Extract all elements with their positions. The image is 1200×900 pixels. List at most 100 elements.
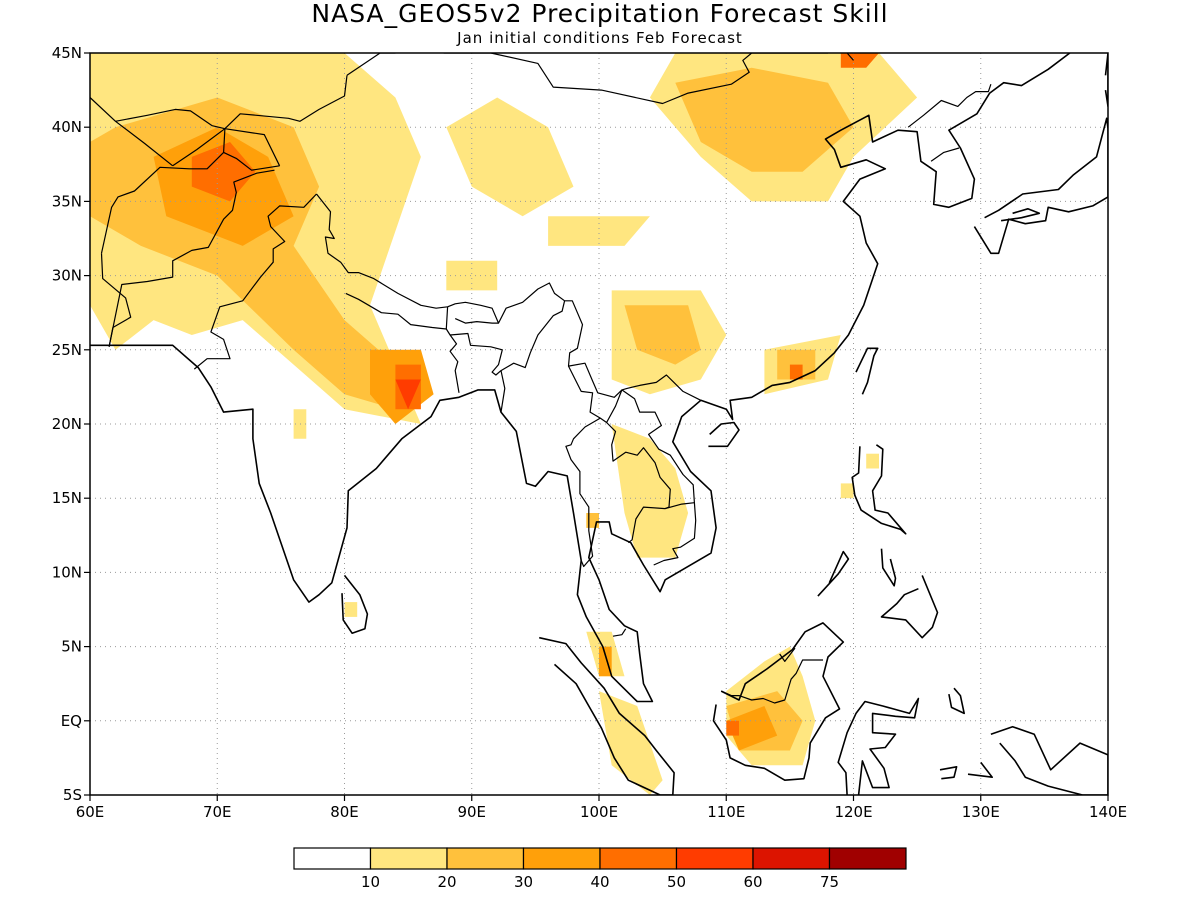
border-22 — [346, 53, 396, 76]
border-20 — [720, 659, 823, 704]
coastline-5 — [712, 622, 845, 782]
border-layer — [90, 53, 992, 704]
skill-shading-layer — [90, 53, 918, 795]
skill-region-14 — [344, 602, 358, 617]
lat-tick-label: 45N — [52, 44, 82, 62]
skill-region-29 — [789, 364, 803, 380]
border-13 — [500, 300, 566, 372]
coastline-3 — [708, 421, 740, 448]
skill-region-16 — [675, 67, 854, 172]
colorbar-label: 40 — [590, 873, 609, 891]
border-8 — [316, 193, 702, 401]
coastline-15 — [973, 117, 1108, 255]
border-17 — [653, 502, 697, 566]
chart-title: NASA_GEOS5v2 Precipitation Forecast Skil… — [311, 0, 889, 28]
border-2 — [100, 151, 280, 254]
skill-region-28 — [726, 720, 739, 736]
border-25 — [930, 147, 960, 162]
border-16 — [606, 422, 671, 544]
colorbar-swatch — [599, 847, 678, 870]
skill-region-1 — [446, 97, 574, 217]
coastline-12 — [990, 725, 1108, 795]
skill-region-13 — [866, 453, 879, 469]
lat-tick-label: 25N — [52, 341, 82, 359]
skill-region-3 — [446, 260, 498, 291]
border-7 — [223, 128, 226, 153]
border-12 — [450, 332, 506, 413]
skill-region-23 — [726, 706, 778, 751]
skill-region-2 — [548, 216, 650, 246]
colorbar-swatch — [522, 847, 601, 870]
coastline-10 — [880, 548, 897, 587]
skill-region-24 — [599, 646, 612, 677]
lon-tick-label: 80E — [330, 803, 359, 821]
border-18 — [621, 389, 695, 503]
lon-tick-label: 60E — [76, 803, 105, 821]
coastline-1 — [341, 574, 369, 635]
lat-tick-label: 15N — [52, 489, 82, 507]
skill-region-10 — [599, 691, 663, 795]
coastline-9 — [817, 550, 850, 597]
border-9 — [345, 292, 449, 330]
lon-tick-label: 90E — [457, 803, 486, 821]
coastline-13 — [939, 765, 958, 780]
lat-tick-label: 40N — [52, 118, 82, 136]
border-6 — [115, 75, 348, 130]
skill-region-17 — [624, 305, 701, 365]
border-1 — [108, 169, 275, 347]
border-21 — [779, 647, 796, 663]
chart-subtitle: Jan initial conditions Feb Forecast — [457, 29, 743, 47]
colorbar-swatch — [828, 847, 907, 870]
skill-region-12 — [840, 483, 854, 499]
border-10 — [454, 318, 499, 324]
skill-region-7 — [611, 424, 689, 558]
skill-region-8 — [293, 409, 307, 439]
colorbar-label: 10 — [361, 873, 380, 891]
colorbar: 10 20 30 40 50 60 75 — [293, 847, 907, 891]
coastline-8 — [880, 575, 939, 639]
border-19 — [612, 628, 627, 637]
border-11 — [445, 328, 460, 393]
coastline-layer — [90, 53, 1108, 795]
coastline-2 — [855, 347, 879, 395]
border-3 — [193, 193, 317, 370]
coastline-6 — [837, 697, 920, 795]
colorbar-label: 60 — [743, 873, 762, 891]
lat-tick-label: 5N — [61, 638, 82, 656]
coastline-7 — [851, 444, 907, 535]
coastline-16 — [1000, 208, 1041, 222]
colorbar-swatch — [752, 847, 831, 870]
longitude-axis: 60E 70E 80E 90E 100E 110E 120E 130E 140E — [76, 795, 1127, 821]
border-24 — [907, 84, 992, 128]
coastline-14 — [967, 761, 994, 779]
coastline-4 — [539, 636, 675, 795]
lat-tick-label: EQ — [61, 712, 82, 730]
lon-tick-label: 140E — [1089, 803, 1127, 821]
colorbar-label: 20 — [437, 873, 456, 891]
colorbar-swatch — [369, 847, 448, 870]
coastline-17 — [1104, 53, 1108, 108]
coastline-11 — [948, 687, 966, 715]
lat-tick-label: 35N — [52, 192, 82, 210]
border-4 — [90, 97, 174, 167]
colorbar-swatch — [446, 847, 525, 870]
lat-tick-label: 5S — [63, 786, 82, 804]
coastline-0 — [90, 53, 1071, 703]
lon-tick-label: 70E — [203, 803, 232, 821]
border-14 — [567, 365, 623, 424]
border-15 — [565, 417, 601, 568]
lon-tick-label: 130E — [962, 803, 1000, 821]
border-26 — [846, 53, 854, 61]
lon-tick-label: 110E — [707, 803, 745, 821]
lon-tick-label: 100E — [580, 803, 618, 821]
skill-region-25 — [191, 142, 256, 202]
lat-tick-label: 20N — [52, 415, 82, 433]
colorbar-label: 75 — [820, 873, 839, 891]
latitude-axis: 5S EQ 5N 10N 15N 20N 25N 30N 35N 40N 45N — [52, 44, 90, 804]
colorbar-label: 30 — [514, 873, 533, 891]
lon-tick-label: 120E — [834, 803, 872, 821]
colorbar-swatch — [675, 847, 754, 870]
colorbar-swatch — [293, 847, 372, 870]
colorbar-label: 50 — [667, 873, 686, 891]
